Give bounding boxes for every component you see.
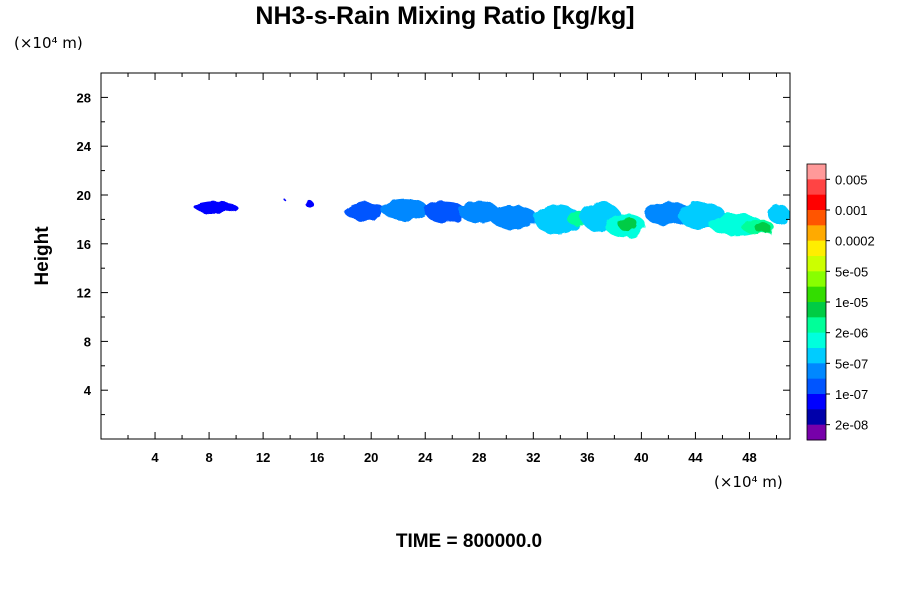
x-tick-label: 44 <box>688 450 703 465</box>
y-tick-label: 28 <box>77 90 91 105</box>
x-tick-label: 40 <box>634 450 648 465</box>
colorbar-swatch <box>807 210 826 226</box>
colorbar-swatch <box>807 378 826 395</box>
colorbar-swatch <box>807 179 826 196</box>
cloud-patch <box>768 204 790 225</box>
colorbar-label: 1e-07 <box>835 387 868 402</box>
colorbar-label: 1e-05 <box>835 295 868 310</box>
colorbar-label: 2e-08 <box>835 418 868 433</box>
y-tick-label: 8 <box>84 334 91 349</box>
x-tick-label: 20 <box>364 450 378 465</box>
colorbar-label: 0.0002 <box>835 234 875 249</box>
colorbar-swatch <box>807 256 826 272</box>
y-tick-label: 20 <box>77 188 91 203</box>
colorbar-swatch <box>807 409 826 426</box>
cloud-patch <box>425 201 466 224</box>
colorbar-swatch <box>807 348 826 364</box>
colorbar-swatch <box>807 194 826 211</box>
colorbar-swatch <box>807 332 826 349</box>
cloud-patch <box>194 201 238 214</box>
colorbar-swatch <box>807 271 826 288</box>
plot-frame <box>100 72 791 440</box>
chart-title: NH3-s-Rain Mixing Ratio [kg/kg] <box>255 2 635 30</box>
x-tick-label: 36 <box>580 450 594 465</box>
y-tick-label: 12 <box>77 286 91 301</box>
x-tick-label: 12 <box>256 450 270 465</box>
colorbar-label: 0.001 <box>835 203 868 218</box>
colorbar: 0.005 0.001 0.0002 5e-05 1e-05 2e-06 5e-07 1e-0… <box>806 163 875 441</box>
x-tick-label: 24 <box>418 450 433 465</box>
x-tick-label: 8 <box>205 450 212 465</box>
time-label: TIME = 800000.0 <box>395 531 543 552</box>
colorbar-swatch <box>807 225 826 242</box>
colorbar-swatch <box>807 363 826 380</box>
cloud-patch <box>489 204 537 230</box>
y-axis: 4 8 12 16 20 24 28 <box>77 90 790 416</box>
colorbar-swatch <box>807 286 826 303</box>
x-tick-label: 28 <box>472 450 486 465</box>
colorbar-swatch <box>807 240 826 257</box>
y-tick-label: 4 <box>84 383 92 398</box>
colorbar-label: 0.005 <box>835 172 868 187</box>
colorbar-label: 5e-07 <box>835 356 868 371</box>
colorbar-swatch <box>807 302 826 318</box>
y-tick-label: 16 <box>77 237 91 252</box>
cloud-patch <box>533 204 582 235</box>
x-axis: 4 8 12 16 20 24 28 32 36 40 44 48 <box>127 73 777 465</box>
x-axis-unit: (×10⁴ m) <box>714 473 783 491</box>
cloud-patch <box>304 199 314 208</box>
colorbar-swatch <box>807 164 826 180</box>
colorbar-label: 2e-06 <box>835 326 868 341</box>
x-tick-label: 48 <box>742 450 756 465</box>
x-tick-label: 32 <box>526 450 540 465</box>
colorbar-swatch <box>807 317 826 334</box>
x-tick-label: 16 <box>310 450 324 465</box>
y-tick-label: 24 <box>77 139 92 154</box>
cloud-patch <box>618 216 638 232</box>
x-tick-label: 4 <box>151 450 159 465</box>
y-axis-unit: (×10⁴ m) <box>14 34 83 52</box>
cloud-field <box>194 198 790 238</box>
cloud-patch <box>459 201 500 224</box>
colorbar-label: 5e-05 <box>835 264 868 279</box>
cloud-patch <box>344 201 385 221</box>
cloud-patch <box>381 198 429 221</box>
cloud-patch <box>754 223 772 233</box>
cloud-patch <box>283 198 286 201</box>
colorbar-swatch <box>807 394 826 410</box>
colorbar-swatch <box>807 424 826 441</box>
